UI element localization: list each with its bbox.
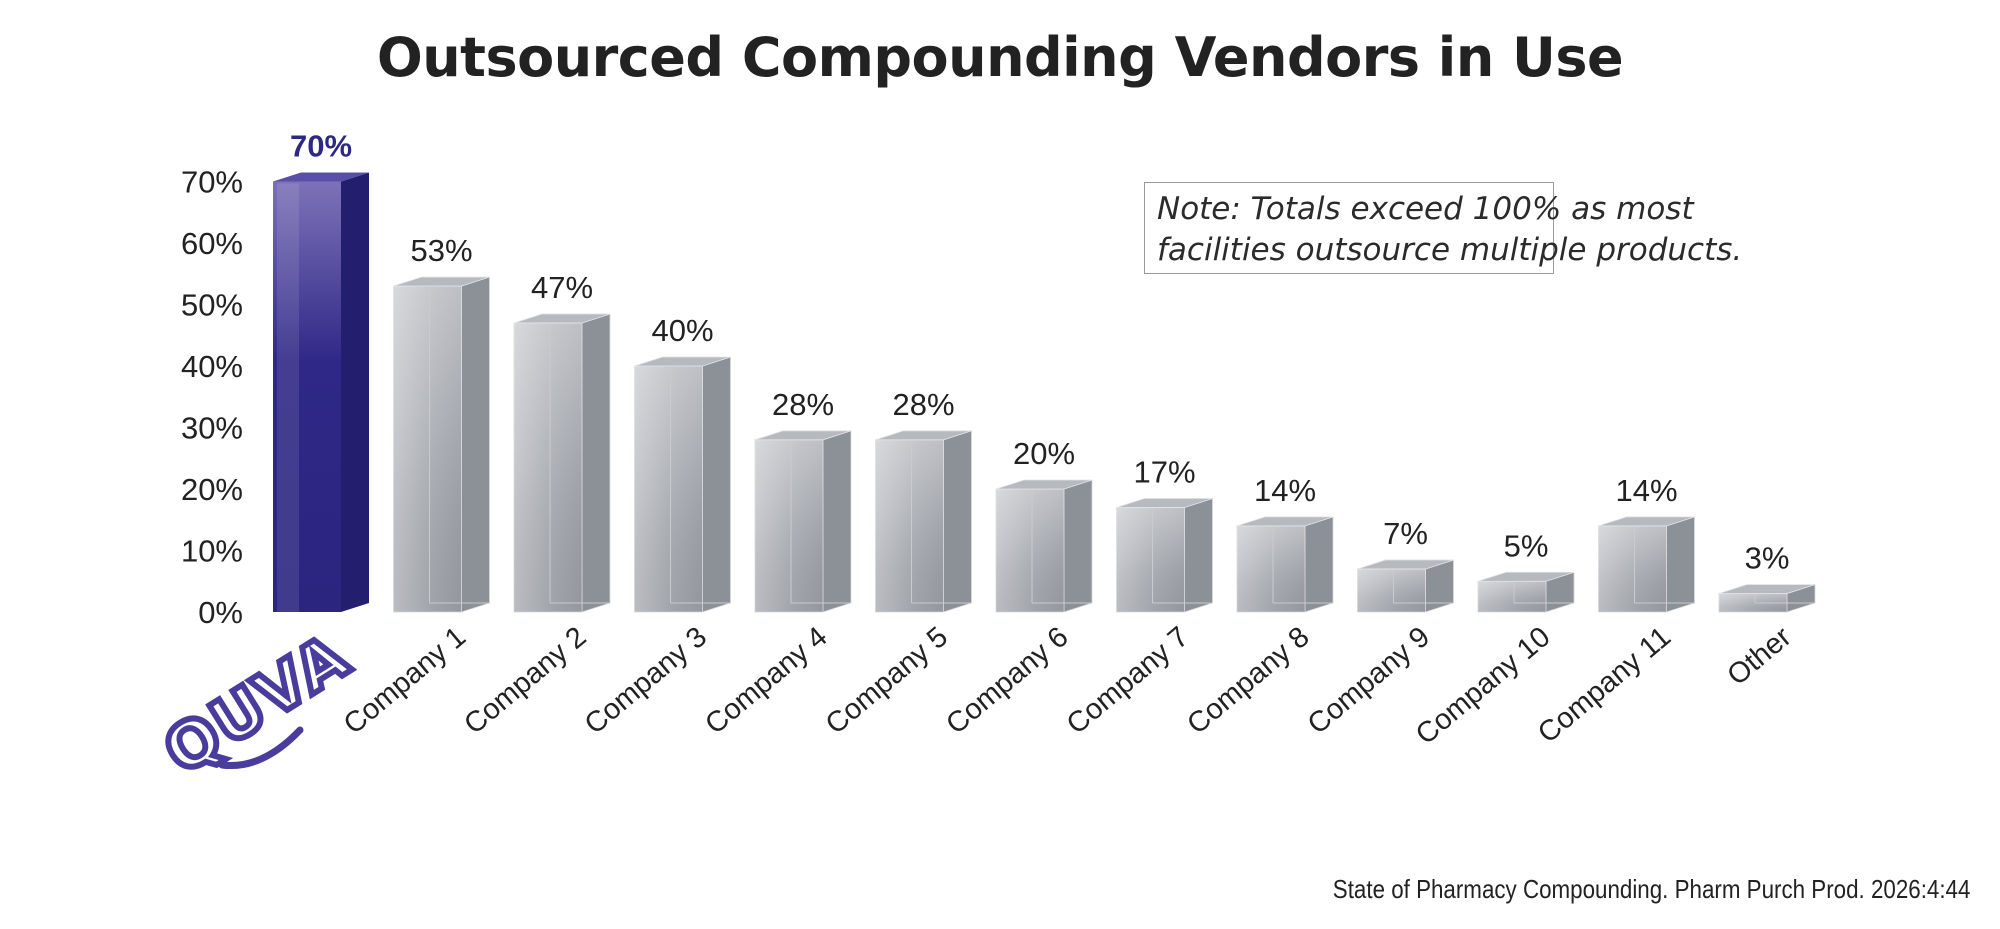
- bar: [273, 172, 369, 612]
- bar: [634, 356, 731, 613]
- y-tick-label: 70%: [181, 165, 243, 200]
- x-category-label: Company 5: [820, 621, 954, 741]
- bar-value-label: 20%: [1013, 436, 1075, 471]
- bar: [995, 479, 1093, 613]
- x-category-label: Other: [1721, 621, 1797, 692]
- y-tick-label: 20%: [181, 472, 243, 507]
- y-tick-label: 50%: [181, 288, 243, 323]
- bar-value-label: 28%: [892, 387, 954, 422]
- note-box: Note: Totals exceed 100% as most facilit…: [1144, 182, 1743, 274]
- bar-value-label: 17%: [1133, 454, 1195, 489]
- bar: [393, 276, 490, 613]
- bar-value-label: 14%: [1615, 473, 1677, 508]
- bar: [1477, 571, 1575, 613]
- x-category-label: Company 6: [940, 621, 1074, 741]
- x-category-label: Company 8: [1181, 621, 1315, 741]
- bar-value-label: 14%: [1254, 473, 1316, 508]
- bar-value-label: 70%: [290, 129, 352, 164]
- source-citation: State of Pharmacy Compounding. Pharm Pur…: [1332, 874, 1970, 904]
- chart-title: Outsourced Compounding Vendors in Use: [376, 26, 1624, 89]
- y-tick-label: 40%: [181, 349, 243, 384]
- x-category-label: Company 11: [1532, 621, 1677, 750]
- bar-value-label: 3%: [1745, 541, 1790, 576]
- bar: [1236, 516, 1334, 613]
- y-tick-label: 60%: [181, 226, 243, 261]
- bar: [1116, 497, 1213, 613]
- bar: [1357, 559, 1454, 613]
- bar-value-label: 5%: [1504, 528, 1549, 563]
- y-tick-label: 30%: [181, 411, 243, 446]
- x-category-label: Company 7: [1061, 621, 1195, 741]
- bars: 70% 53% 47% 40% 28% 28% 20% 17% 14% 7% 5% 14% 3%: [273, 129, 1816, 613]
- x-category-label: Company 10: [1410, 621, 1557, 751]
- bar: [754, 430, 852, 613]
- bar-value-label: 47%: [531, 270, 593, 305]
- x-category-label: Company 4: [699, 621, 833, 741]
- x-category-label: Company 3: [579, 621, 713, 741]
- bar-value-label: 40%: [651, 313, 713, 348]
- bar: [513, 313, 611, 613]
- bar-value-label: 28%: [772, 387, 834, 422]
- y-tick-label: 0%: [198, 595, 243, 630]
- quva-logo: QUVA: [148, 616, 365, 791]
- note-line-1: Note: Totals exceed 100% as most: [1157, 191, 1694, 227]
- bar: [875, 430, 972, 613]
- bar-value-label: 53%: [410, 233, 472, 268]
- note-line-2: facilities outsource multiple products.: [1157, 232, 1743, 268]
- y-tick-label: 10%: [181, 534, 243, 569]
- bar: [1718, 584, 1816, 613]
- bar-value-label: 7%: [1383, 516, 1428, 551]
- y-axis: 0% 10% 20% 30% 40% 50% 60% 70%: [181, 165, 243, 631]
- x-category-label: Company 2: [458, 621, 592, 741]
- bar: [1598, 516, 1695, 613]
